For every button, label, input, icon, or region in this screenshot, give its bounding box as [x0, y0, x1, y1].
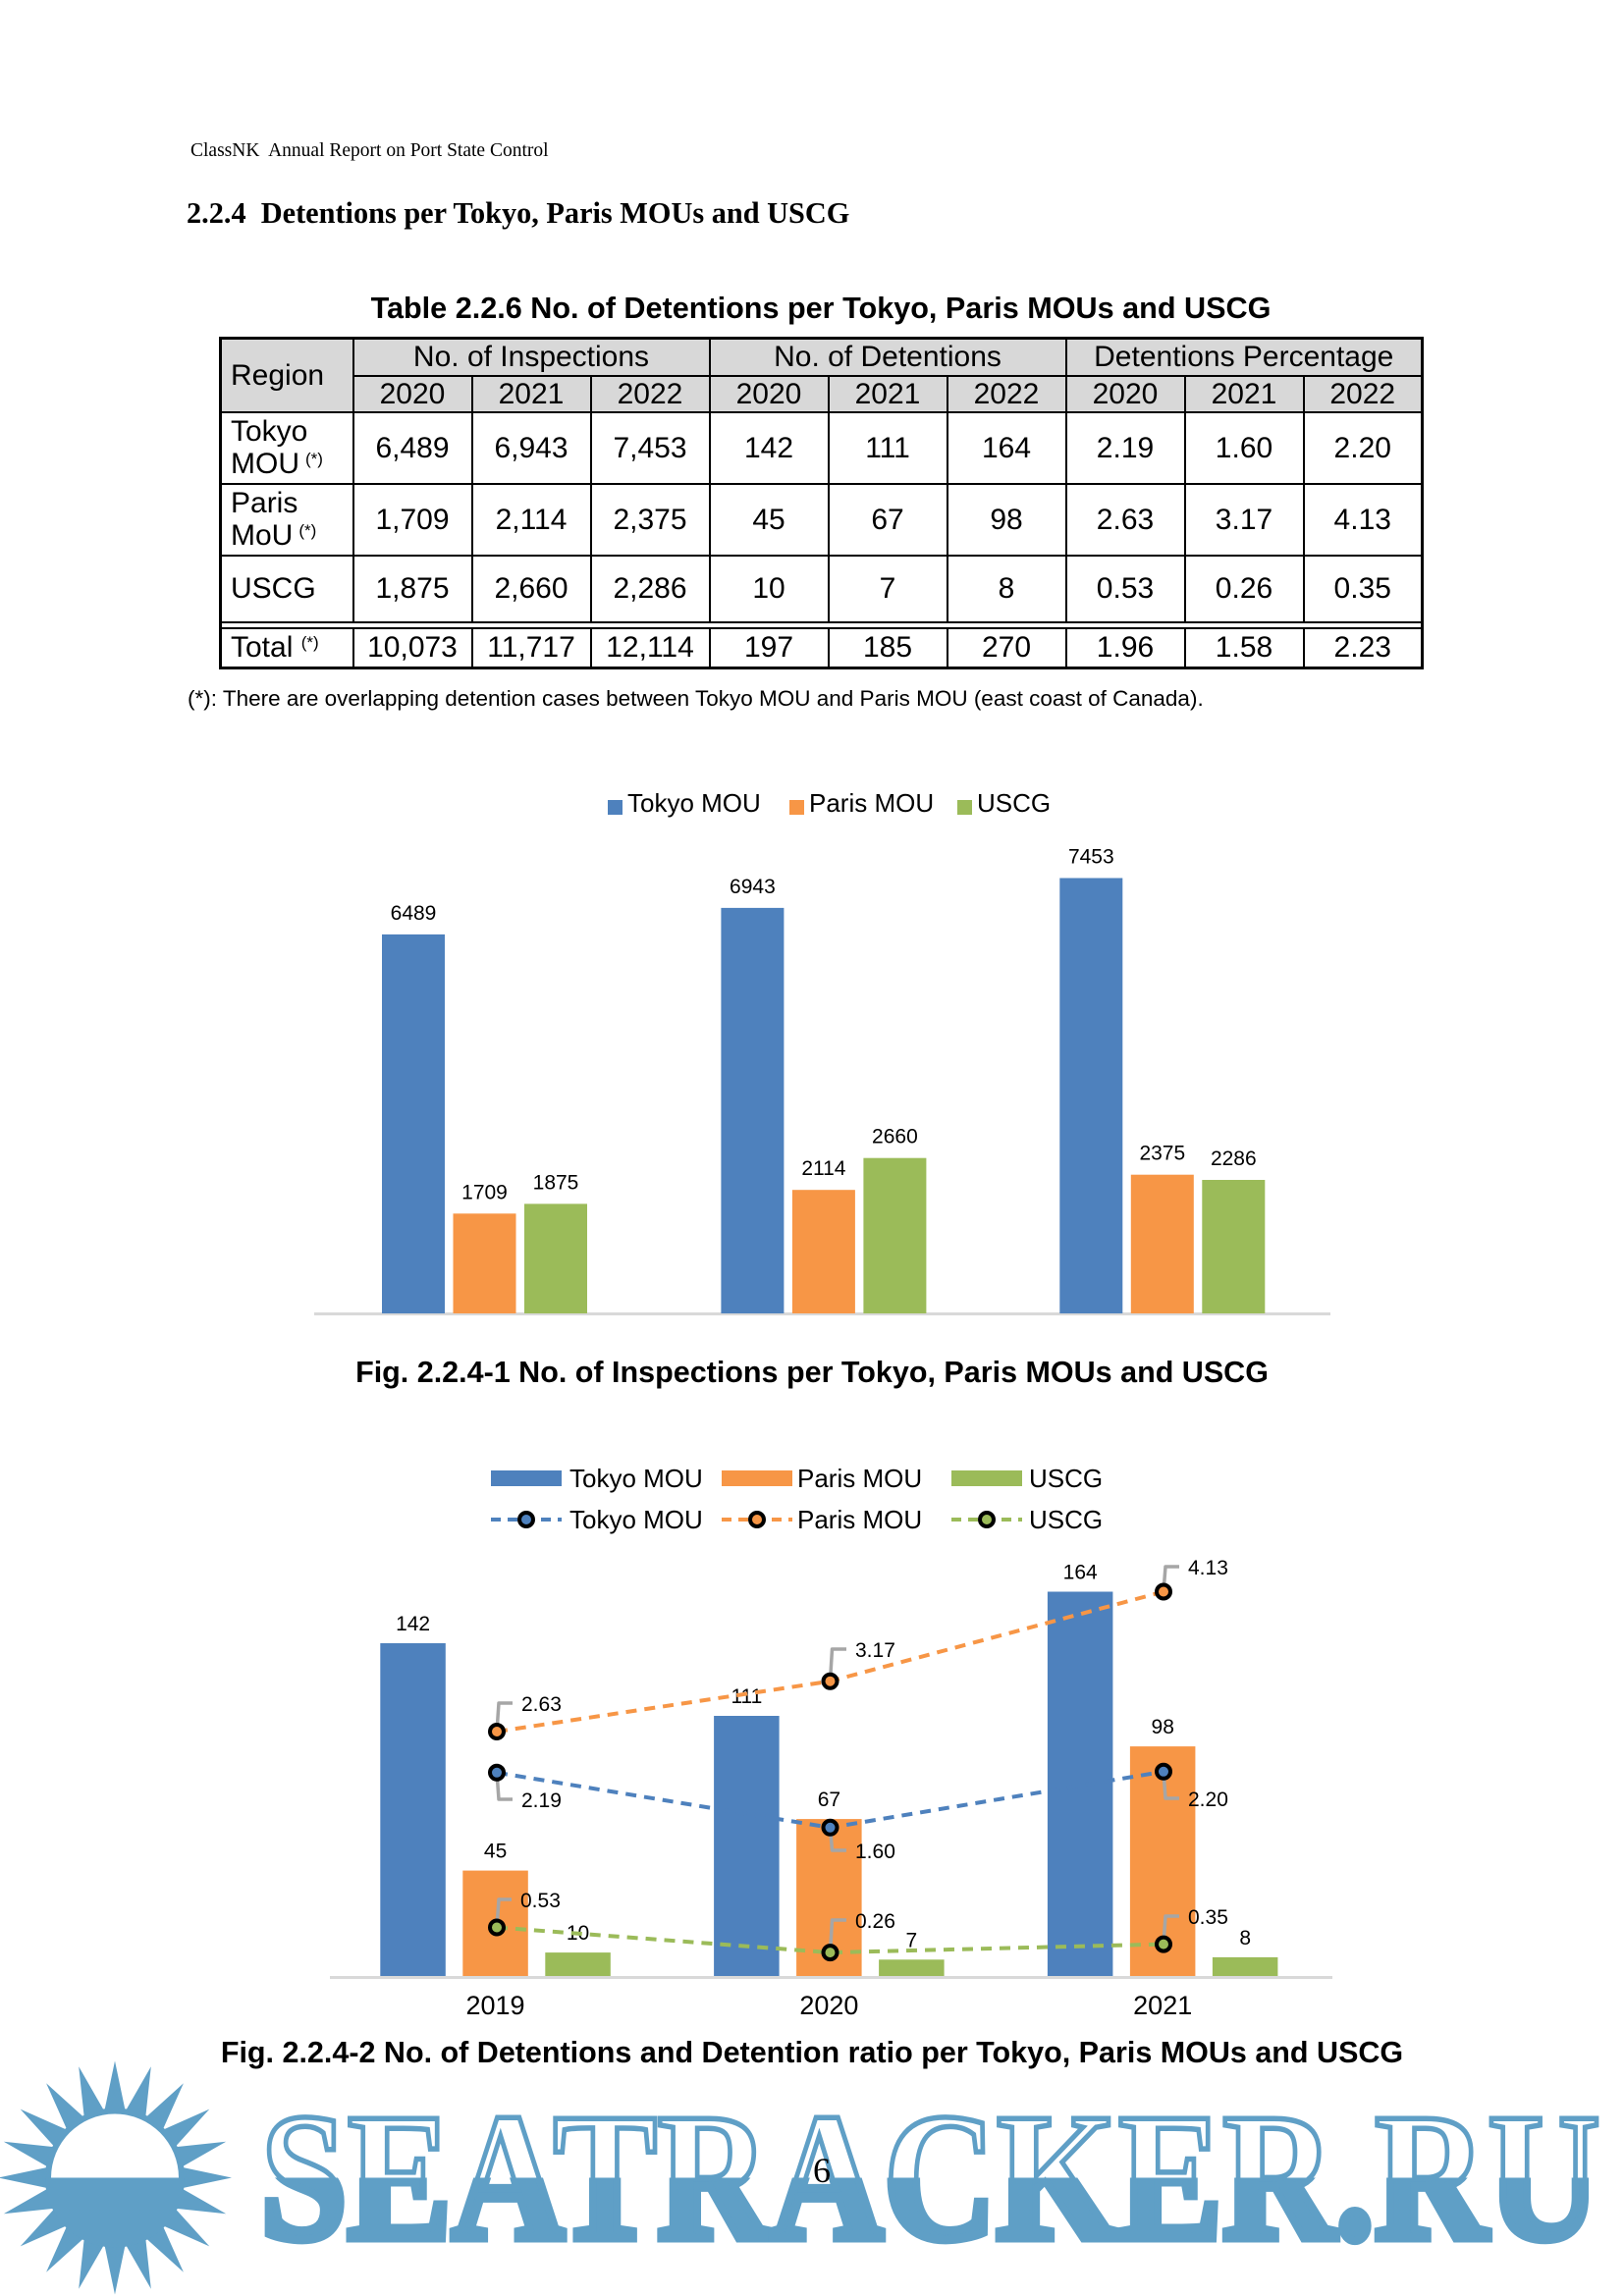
svg-text:SEATRACKER.RU: SEATRACKER.RU — [260, 2076, 1600, 2278]
svg-text:2.19: 2.19 — [521, 1789, 562, 1812]
svg-text:1709: 1709 — [461, 1181, 508, 1203]
svg-text:USCG: USCG — [977, 788, 1051, 818]
svg-text:6489: 6489 — [391, 902, 437, 925]
svg-text:USCG: USCG — [1029, 1464, 1103, 1493]
svg-text:Paris MOU: Paris MOU — [797, 1464, 922, 1493]
svg-text:Tokyo MOU: Tokyo MOU — [627, 788, 761, 818]
svg-text:Tokyo MOU: Tokyo MOU — [569, 1505, 703, 1534]
svg-text:142: 142 — [396, 1613, 430, 1635]
svg-text:0.35: 0.35 — [1188, 1906, 1228, 1929]
svg-text:2020: 2020 — [799, 1991, 858, 2020]
svg-text:Tokyo MOU: Tokyo MOU — [569, 1464, 703, 1493]
svg-text:2019: 2019 — [465, 1991, 524, 2020]
svg-text:8: 8 — [1239, 1927, 1251, 1949]
svg-text:2021: 2021 — [1133, 1991, 1192, 2020]
svg-text:6943: 6943 — [730, 876, 776, 898]
svg-text:2.63: 2.63 — [521, 1693, 562, 1716]
svg-text:1875: 1875 — [533, 1171, 579, 1194]
svg-text:0.53: 0.53 — [520, 1890, 561, 1912]
svg-text:2286: 2286 — [1211, 1148, 1257, 1170]
svg-text:2375: 2375 — [1139, 1143, 1185, 1165]
svg-text:3.17: 3.17 — [855, 1639, 895, 1662]
svg-text:USCG: USCG — [1029, 1505, 1103, 1534]
svg-text:2.20: 2.20 — [1188, 1789, 1228, 1811]
svg-text:SEATRACKER.RU: SEATRACKER.RU — [260, 2076, 1600, 2278]
svg-text:98: 98 — [1152, 1716, 1174, 1738]
svg-text:0.26: 0.26 — [855, 1910, 895, 1933]
svg-text:2660: 2660 — [872, 1126, 918, 1148]
svg-text:1.60: 1.60 — [855, 1841, 895, 1863]
svg-text:45: 45 — [484, 1841, 507, 1863]
svg-text:164: 164 — [1063, 1562, 1098, 1584]
svg-text:67: 67 — [818, 1789, 840, 1811]
svg-text:7: 7 — [905, 1929, 917, 1951]
svg-text:7453: 7453 — [1068, 846, 1114, 869]
svg-text:Paris MOU: Paris MOU — [809, 788, 934, 818]
svg-text:4.13: 4.13 — [1188, 1557, 1228, 1579]
svg-text:2114: 2114 — [801, 1157, 845, 1180]
svg-text:Paris MOU: Paris MOU — [797, 1505, 922, 1534]
svg-text:111: 111 — [731, 1685, 762, 1708]
